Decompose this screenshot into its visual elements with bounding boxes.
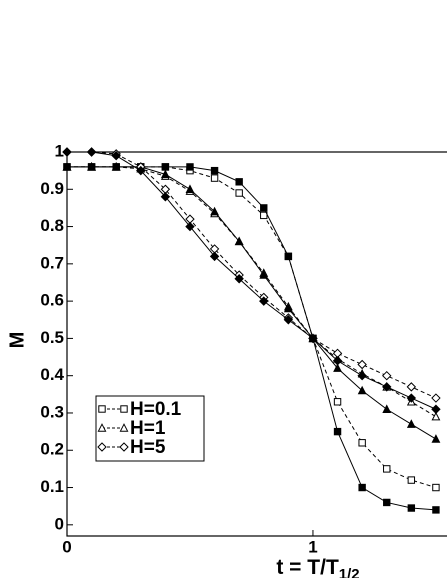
- y-tick-label: 0.7: [40, 253, 64, 272]
- marker: [160, 192, 171, 202]
- marker: [332, 356, 343, 366]
- plot: [62, 147, 441, 514]
- x-axis-label-main: t = T/T: [276, 556, 339, 578]
- series-line: [67, 151, 437, 399]
- y-tick-label: 0.5: [40, 328, 64, 347]
- legend-label: H=5: [130, 437, 166, 458]
- y-tick-label: 0.3: [40, 402, 64, 421]
- y-tick-label: 0.4: [40, 365, 64, 384]
- marker: [98, 405, 106, 413]
- y-tick-label: 1: [55, 141, 64, 160]
- marker: [382, 382, 392, 392]
- marker: [283, 303, 293, 313]
- marker: [333, 427, 342, 436]
- y-tick-label: 0.2: [40, 440, 64, 459]
- y-tick-label: 0.1: [40, 477, 64, 496]
- marker: [185, 221, 195, 232]
- marker: [431, 434, 441, 443]
- marker: [235, 178, 243, 186]
- marker: [136, 165, 146, 176]
- marker: [87, 162, 97, 171]
- marker: [209, 251, 220, 262]
- marker: [358, 483, 366, 492]
- marker: [358, 439, 366, 447]
- marker: [259, 270, 269, 279]
- series-line: [67, 166, 437, 418]
- marker: [234, 236, 244, 246]
- series-line: [67, 166, 437, 489]
- marker: [406, 419, 416, 428]
- series-line: [67, 166, 437, 440]
- marker: [333, 398, 342, 406]
- series-line: [67, 151, 437, 410]
- marker: [260, 211, 268, 220]
- x-axis-label-sub: 1/2: [339, 566, 360, 578]
- marker: [431, 411, 441, 421]
- x-axis-label: t = T/T1/2: [276, 556, 359, 578]
- marker: [432, 483, 440, 492]
- plot-frame: [66, 151, 447, 537]
- marker: [62, 162, 72, 171]
- marker: [407, 476, 416, 484]
- marker: [97, 442, 107, 452]
- x-tick-label: 0: [62, 537, 71, 556]
- marker: [357, 370, 367, 381]
- marker: [235, 189, 243, 197]
- y-tick-label: 0.8: [40, 216, 64, 235]
- marker: [382, 404, 392, 413]
- x-tick-label: 1: [308, 537, 317, 556]
- marker: [119, 423, 129, 432]
- y-axis-label: M: [6, 332, 28, 349]
- marker: [111, 151, 121, 161]
- marker: [186, 163, 194, 171]
- marker: [431, 393, 441, 403]
- marker: [407, 504, 416, 512]
- marker: [120, 405, 128, 413]
- marker: [119, 442, 129, 452]
- marker: [333, 363, 342, 372]
- marker: [97, 423, 107, 432]
- marker: [210, 174, 219, 182]
- marker: [260, 204, 268, 212]
- marker: [431, 404, 441, 414]
- marker: [284, 252, 293, 261]
- marker: [210, 206, 219, 216]
- marker: [406, 393, 417, 403]
- marker: [357, 359, 367, 370]
- legend-label: H=1: [130, 418, 166, 439]
- legend-label: H=0.1: [130, 399, 182, 420]
- marker: [234, 274, 244, 284]
- marker: [308, 333, 318, 344]
- marker: [62, 147, 72, 157]
- marker: [283, 315, 294, 325]
- marker: [406, 382, 417, 392]
- marker: [185, 184, 195, 193]
- marker: [160, 169, 170, 179]
- marker: [259, 296, 269, 306]
- y-tick-label: 0.6: [40, 291, 64, 310]
- y-tick-label: 0.9: [40, 179, 64, 198]
- marker: [357, 385, 367, 395]
- y-tick-label: 0: [55, 514, 64, 533]
- marker: [432, 506, 440, 514]
- marker: [382, 370, 392, 381]
- marker: [161, 163, 170, 171]
- marker: [210, 166, 219, 175]
- marker: [111, 162, 121, 171]
- marker: [383, 465, 391, 473]
- marker: [383, 498, 391, 507]
- marker: [86, 147, 97, 157]
